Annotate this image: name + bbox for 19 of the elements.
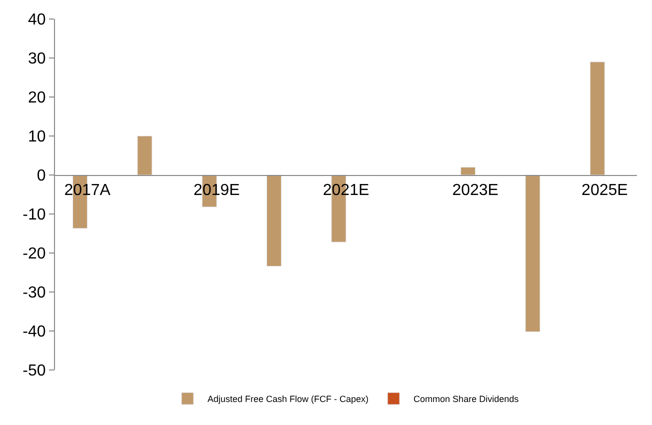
y-tick-label: 10 [28, 128, 46, 146]
bar [525, 174, 540, 332]
x-tick-label: 2025E [582, 182, 628, 200]
y-tick-label: 20 [28, 90, 46, 107]
y-tick-label: -50 [22, 362, 46, 380]
y-tick-label: -10 [22, 206, 46, 224]
y-tick-label: 40 [28, 12, 46, 29]
y-tick-label: -30 [22, 284, 46, 302]
bar [137, 136, 152, 176]
y-tick-label: -20 [22, 246, 46, 263]
legend-label: Adjusted Free Cash Flow (FCF - Capex) [208, 394, 369, 404]
bar [460, 166, 476, 176]
y-tick-label: 0 [36, 168, 46, 185]
bar [590, 62, 605, 176]
bar [266, 174, 282, 267]
legend-label: Common Share Dividends [414, 394, 520, 404]
y-tick-label: 30 [28, 50, 46, 68]
y-tick-label: -40 [22, 324, 46, 341]
x-tick-label: 2023E [452, 182, 498, 200]
